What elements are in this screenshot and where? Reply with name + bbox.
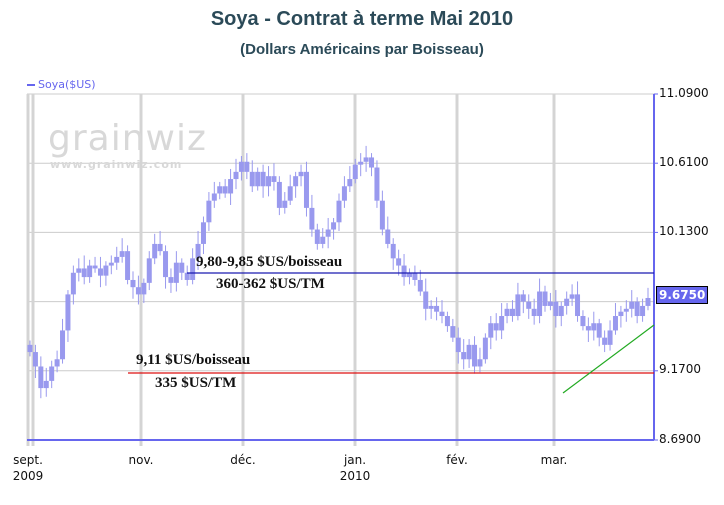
last-price-badge: 9.6750 xyxy=(656,286,709,304)
legend-label: Soya($US) xyxy=(38,78,96,91)
legend-swatch-icon xyxy=(27,84,35,86)
x-tick-label: sept. xyxy=(13,453,43,467)
x-tick-nov: nov. xyxy=(121,452,161,468)
x-tick-fev: fév. xyxy=(437,452,477,468)
support-label-tonne: 335 $US/TM xyxy=(155,375,237,391)
support-label-bushel: 9,11 $US/boisseau xyxy=(136,352,251,368)
x-tick-sept: sept. 2009 xyxy=(8,452,48,484)
y-tick-9.17: 9.1700 xyxy=(659,362,701,376)
y-tick-8.69: 8.6900 xyxy=(659,432,701,446)
candlestick-series xyxy=(27,145,651,399)
x-tick-year: 2010 xyxy=(339,469,371,483)
gridlines xyxy=(26,93,658,446)
x-tick-label: déc. xyxy=(230,453,256,467)
y-tick-10.61: 10.6100 xyxy=(659,155,709,169)
resistance-label-tonne: 360-362 $US/TM xyxy=(216,276,325,292)
watermark-logo: grainwiz xyxy=(48,118,207,159)
x-tick-dec: déc. xyxy=(223,452,263,468)
x-tick-label: mar. xyxy=(540,453,568,467)
x-tick-label: nov. xyxy=(128,453,154,467)
legend-item-soya[interactable]: Soya($US) xyxy=(27,78,96,91)
chart-title: Soya - Contrat à terme Mai 2010 xyxy=(210,8,514,30)
chart-subtitle: (Dollars Américains par Boisseau) xyxy=(240,41,484,58)
x-tick-label: fév. xyxy=(446,453,468,467)
x-tick-label: jan. xyxy=(343,453,367,467)
x-tick-jan: jan. 2010 xyxy=(335,452,375,484)
y-tick-11.09: 11.0900 xyxy=(659,86,709,100)
y-tick-10.13: 10.1300 xyxy=(659,224,709,238)
resistance-label-bushel: 9,80-9,85 $US/boisseau xyxy=(196,254,343,270)
x-tick-year: 2009 xyxy=(12,469,44,483)
x-tick-mar: mar. xyxy=(534,452,574,468)
watermark-url: www.grainwiz.com xyxy=(50,158,183,171)
annotation-lines xyxy=(128,272,655,394)
